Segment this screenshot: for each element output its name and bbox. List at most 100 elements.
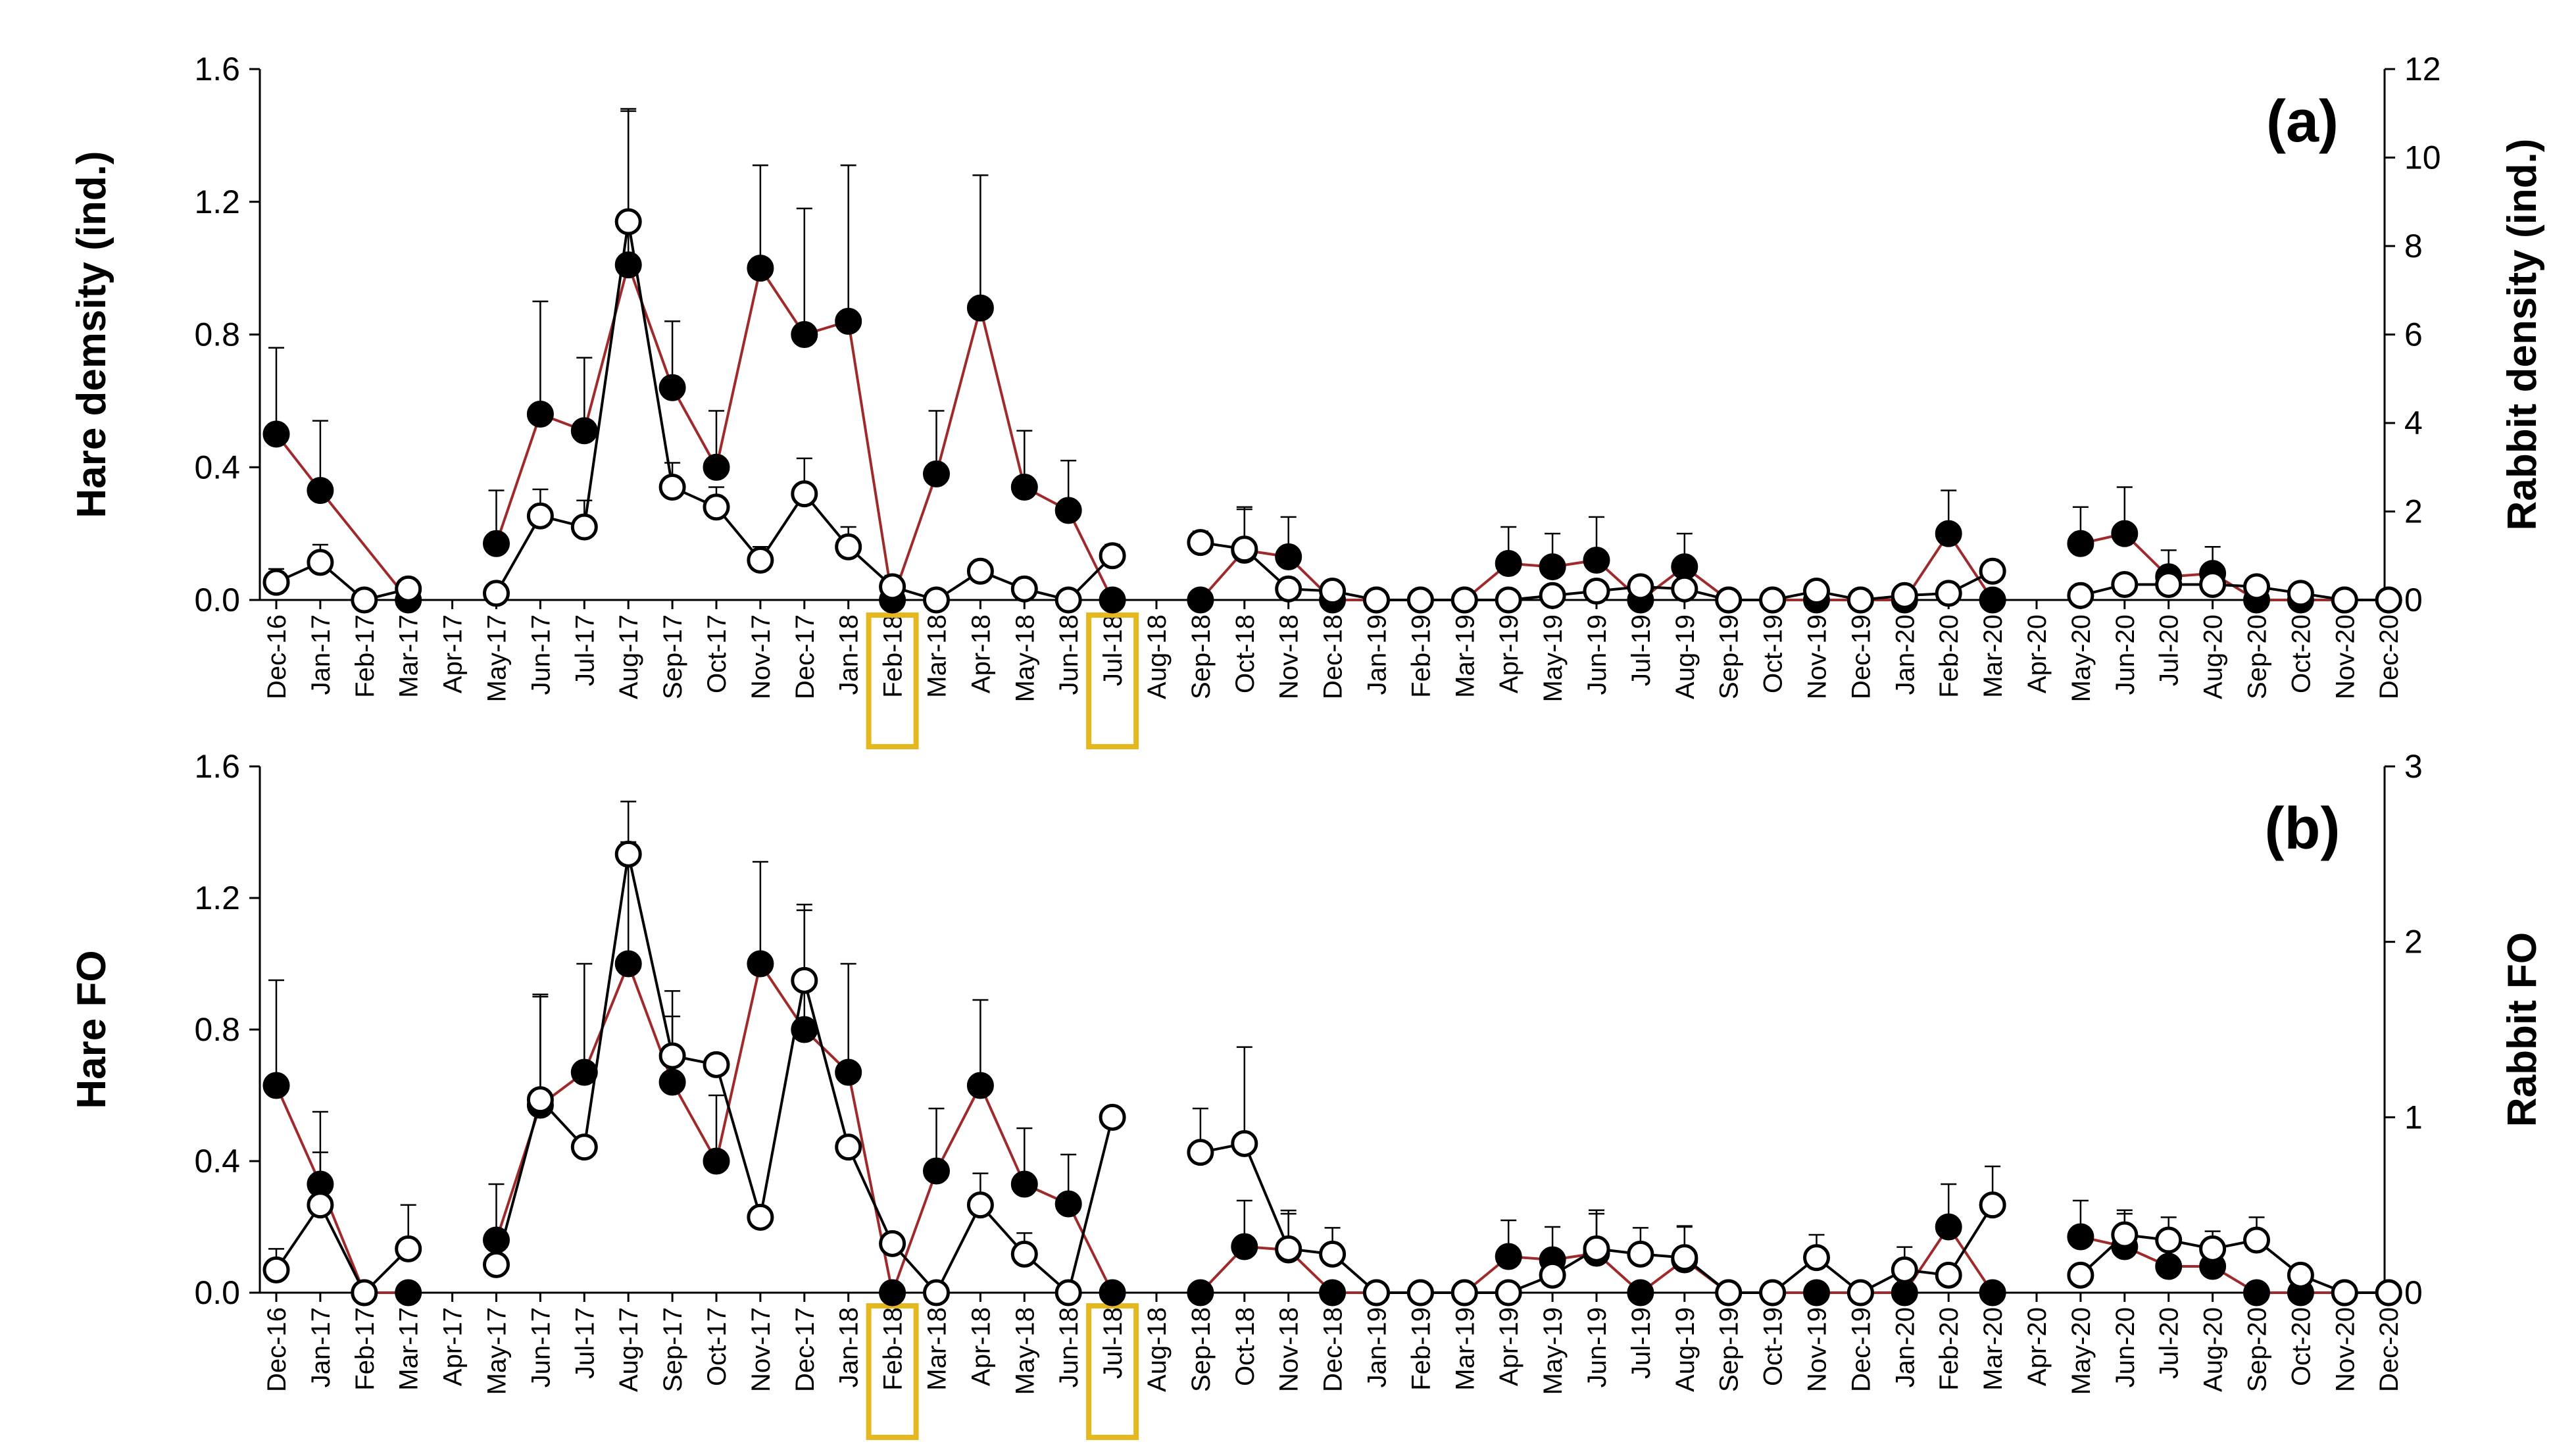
- rabbit-data-point: [747, 1203, 774, 1231]
- rabbit-data-point: [570, 513, 598, 541]
- x-tick-label: Apr-18: [966, 614, 995, 693]
- x-tick-label: Jan-17: [307, 614, 335, 695]
- hare-data-point: [923, 1157, 950, 1185]
- x-tick-label: Jun-19: [1583, 1307, 1612, 1387]
- rabbit-data-point: [1803, 1244, 1830, 1272]
- rabbit-data-point: [2199, 1235, 2227, 1262]
- rabbit-data-point: [1054, 586, 1082, 614]
- x-tick-label: Oct-19: [1759, 1307, 1788, 1386]
- left-tick-label: 1.6: [194, 748, 240, 785]
- rabbit-data-point: [703, 493, 730, 521]
- x-tick-label: Dec-18: [1319, 614, 1348, 699]
- rabbit-data-point: [2155, 570, 2183, 598]
- rabbit-data-point: [1979, 1191, 2006, 1219]
- x-tick-label: Jan-19: [1363, 614, 1392, 695]
- hare-data-point: [1891, 1279, 1918, 1307]
- x-tick-label: Feb-17: [351, 1307, 380, 1391]
- rabbit-data-point: [1231, 1130, 1258, 1157]
- x-tick-label: Sep-20: [2243, 614, 2272, 699]
- right-tick-label: 2: [2404, 924, 2423, 960]
- rabbit-data-point: [1715, 586, 1743, 614]
- panel-label: (a): [2266, 89, 2339, 155]
- x-tick-label: Jun-18: [1054, 1307, 1083, 1387]
- x-tick-label: Jun-17: [526, 614, 555, 695]
- left-axis-title: Hare FO: [69, 950, 114, 1108]
- rabbit-data-point: [2243, 573, 2270, 601]
- rabbit-data-point: [2199, 570, 2227, 598]
- x-tick-label: Dec-19: [1846, 614, 1875, 699]
- rabbit-data-point: [2287, 580, 2314, 607]
- highlight-box: [1086, 612, 1139, 749]
- x-tick-label: May-20: [2067, 614, 2096, 702]
- hare-data-point: [262, 420, 290, 448]
- x-tick-label: Jul-20: [2155, 614, 2184, 686]
- hare-data-point: [1319, 1279, 1347, 1307]
- x-tick-label: Apr-19: [1495, 1307, 1523, 1386]
- x-tick-label: Jan-18: [835, 1307, 864, 1387]
- x-tick-label: Aug-17: [614, 614, 643, 699]
- x-tick-label: Sep-17: [658, 1307, 687, 1392]
- rabbit-data-point: [879, 573, 906, 601]
- rabbit-data-point: [2067, 1261, 2094, 1289]
- rabbit-data-point: [1363, 1279, 1390, 1307]
- hare-data-point: [1275, 543, 1302, 570]
- x-tick-label: Jul-17: [570, 614, 599, 686]
- rabbit-data-point: [483, 580, 510, 607]
- rabbit-data-point: [1054, 1279, 1082, 1307]
- x-tick-label: Feb-19: [1406, 614, 1435, 698]
- x-tick-label: Nov-20: [2331, 1307, 2360, 1392]
- x-tick-label: Apr-17: [439, 1307, 468, 1386]
- rabbit-data-point: [966, 557, 994, 585]
- x-tick-label: Dec-17: [791, 614, 820, 699]
- x-tick-label: Mar-19: [1450, 1307, 1479, 1391]
- right-tick-label: 6: [2404, 316, 2423, 353]
- hare-data-point: [1054, 1190, 1082, 1218]
- x-tick-label: Jan-18: [835, 614, 864, 695]
- x-tick-label: Aug-18: [1143, 614, 1172, 699]
- x-tick-label: May-17: [483, 614, 512, 702]
- x-tick-label: May-17: [483, 1307, 512, 1395]
- rabbit-data-point: [658, 1042, 686, 1070]
- left-tick-label: 0.4: [194, 1143, 240, 1180]
- x-tick-label: Oct-20: [2287, 1307, 2316, 1386]
- rabbit-data-point: [1759, 586, 1787, 614]
- rabbit-data-point: [1406, 586, 1434, 614]
- rabbit-data-point: [1759, 1279, 1787, 1307]
- x-tick-label: Mar-18: [923, 1307, 952, 1391]
- hare-data-point: [703, 1147, 730, 1175]
- left-tick-label: 0.8: [194, 1011, 240, 1048]
- right-tick-label: 10: [2404, 139, 2441, 176]
- hare-series-line: [275, 1085, 409, 1294]
- left-tick-label: 1.2: [194, 184, 240, 220]
- hare-data-point: [879, 1279, 906, 1307]
- hare-data-point: [614, 251, 642, 279]
- x-tick-label: Oct-17: [703, 1307, 731, 1386]
- rabbit-data-point: [307, 549, 334, 576]
- rabbit-data-point: [1450, 586, 1478, 614]
- x-tick-label: Aug-20: [2199, 614, 2228, 699]
- rabbit-data-point: [526, 502, 554, 530]
- rabbit-data-point: [1010, 1240, 1038, 1268]
- x-tick-label: Dec-19: [1846, 1307, 1875, 1392]
- x-tick-label: Jul-19: [1627, 614, 1656, 686]
- hare-data-point: [791, 1016, 818, 1043]
- rabbit-data-point: [1627, 1240, 1654, 1268]
- rabbit-data-point: [1627, 573, 1654, 601]
- rabbit-data-point: [2067, 582, 2094, 609]
- rabbit-data-point: [1803, 578, 1830, 605]
- rabbit-data-point: [1891, 582, 1918, 609]
- rabbit-data-point: [2111, 1221, 2139, 1249]
- right-tick-label: 4: [2404, 405, 2423, 441]
- rabbit-data-point: [307, 1191, 334, 1219]
- x-tick-label: Oct-20: [2287, 614, 2316, 693]
- hare-data-point: [2067, 530, 2094, 557]
- rabbit-data-point: [262, 1256, 290, 1283]
- rabbit-data-point: [2375, 1279, 2402, 1307]
- hare-data-point: [1010, 1170, 1038, 1198]
- rabbit-data-point: [1891, 1256, 1918, 1283]
- hare-data-point: [570, 417, 598, 445]
- rabbit-data-point: [2287, 1261, 2314, 1289]
- x-tick-label: Nov-18: [1275, 614, 1304, 699]
- x-tick-label: Sep-20: [2243, 1307, 2272, 1392]
